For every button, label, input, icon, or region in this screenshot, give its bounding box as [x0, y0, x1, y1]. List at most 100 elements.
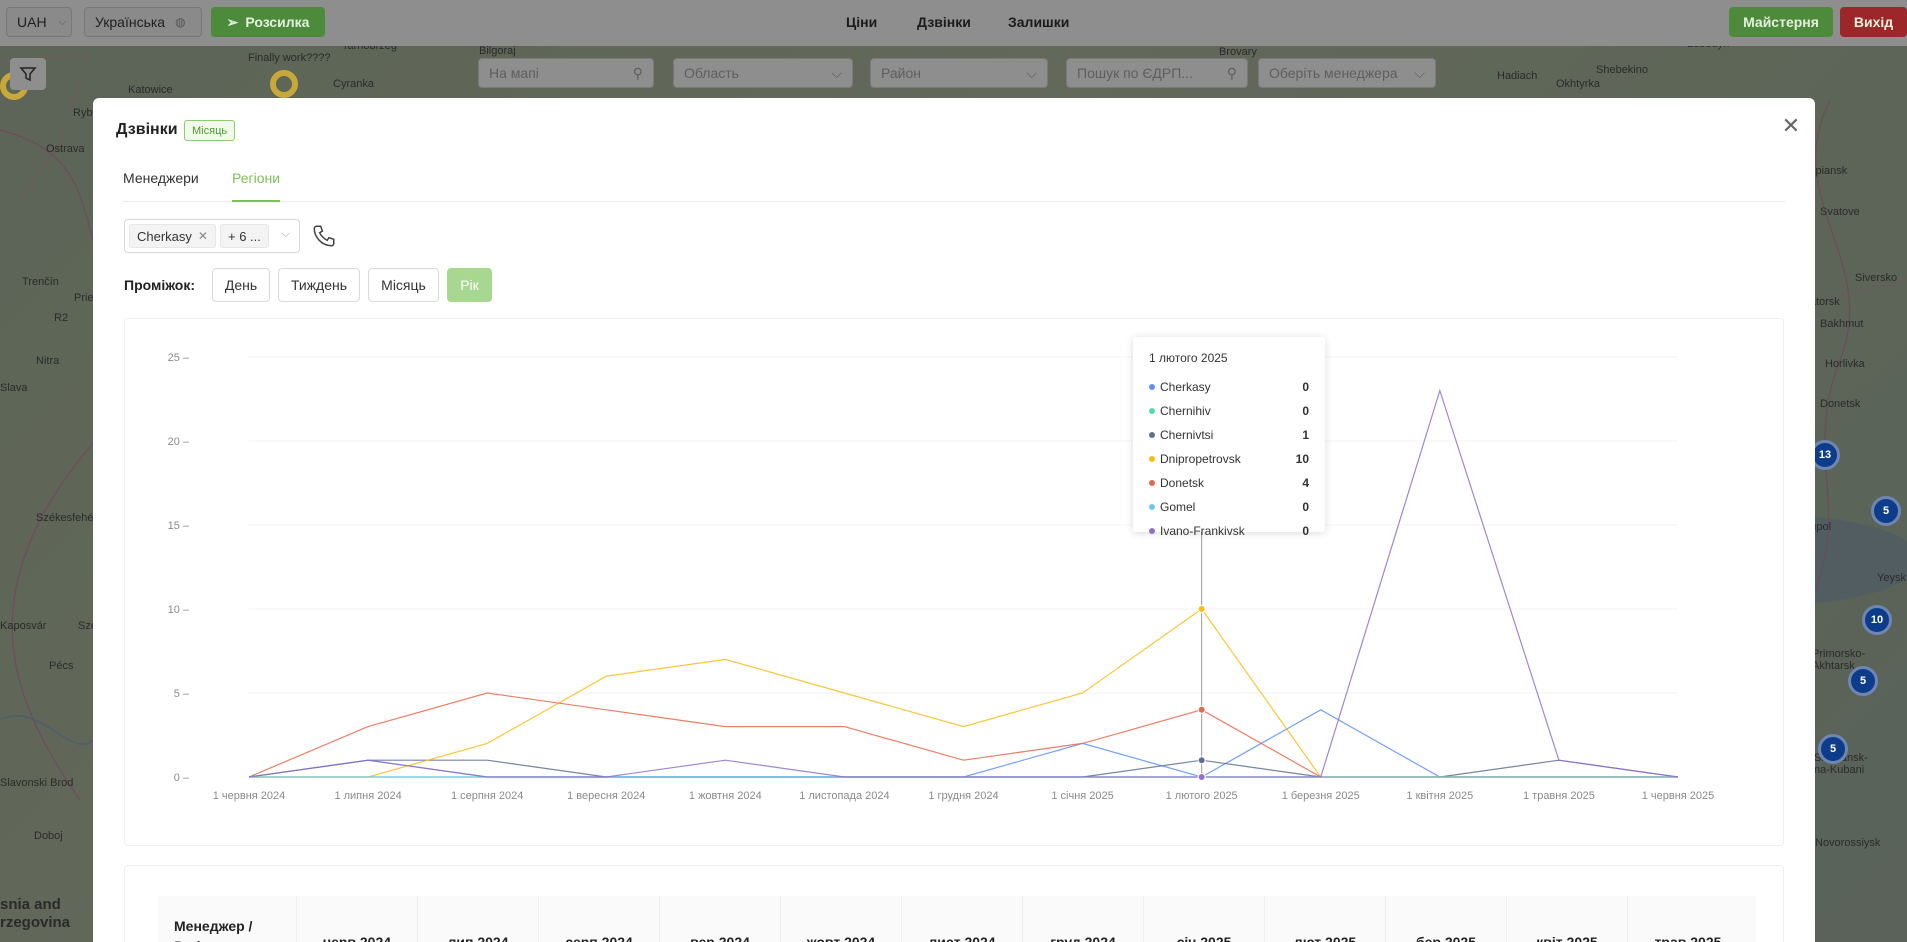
- tooltip-series-name: Dnipropetrovsk: [1160, 452, 1241, 466]
- chevron-down-icon: ⌵: [831, 64, 842, 81]
- legend-dot-icon: [1149, 504, 1155, 510]
- map-place-label: Sze: [78, 620, 97, 632]
- modal-title: Дзвінки: [116, 121, 178, 138]
- manager-filter-placeholder: Оберіть менеджера: [1269, 65, 1398, 81]
- x-tick-label: 1 липня 2024: [334, 790, 401, 802]
- x-tick-label: 1 грудня 2024: [928, 790, 998, 802]
- table-header-month[interactable]: січ 2025: [1143, 896, 1264, 942]
- y-tick-label: 0 –: [174, 772, 190, 784]
- globe-icon: ◍: [175, 15, 186, 29]
- series-line-ivano-frankivsk: [248, 388, 1679, 778]
- map-cluster-marker[interactable]: 5: [1818, 734, 1848, 764]
- tooltip-point-chernivtsi: [1197, 756, 1206, 765]
- table-header-month[interactable]: лип 2024: [417, 896, 538, 942]
- tooltip-row: Ivano-Frankivsk 0: [1149, 519, 1309, 543]
- region-filter-select[interactable]: Область ⌵: [673, 58, 853, 88]
- edrpou-search-input[interactable]: Пошук по ЄДРП... ⚲: [1066, 58, 1248, 88]
- table-header-month[interactable]: вер 2024: [659, 896, 780, 942]
- map-place-label: Bakhmut: [1820, 318, 1864, 330]
- chevron-down-icon: ⌵: [1414, 64, 1425, 81]
- table-header-month[interactable]: бер 2025: [1385, 896, 1506, 942]
- table-header-month[interactable]: груд 2024: [1022, 896, 1143, 942]
- chevron-down-icon: ⌵: [281, 228, 290, 240]
- manager-filter-select[interactable]: Оберіть менеджера ⌵: [1258, 58, 1436, 88]
- map-place-label: Shebekino: [1596, 64, 1648, 76]
- tooltip-title: 1 лютого 2025: [1149, 351, 1228, 365]
- period-month-button[interactable]: Місяць: [368, 268, 439, 302]
- tooltip-series-name: Donetsk: [1160, 476, 1205, 490]
- tooltip-series-name: Chernihiv: [1160, 404, 1211, 418]
- logout-button[interactable]: Вихід: [1840, 7, 1907, 37]
- map-cluster-marker[interactable]: 5: [1871, 496, 1901, 526]
- broadcast-label: Розсилка: [245, 14, 310, 30]
- period-week-button[interactable]: Тиждень: [278, 268, 360, 302]
- map-place-label: Brovary: [1219, 46, 1257, 58]
- map-cluster-marker[interactable]: 13: [1810, 440, 1840, 470]
- nav-calls[interactable]: Дзвінки: [917, 14, 971, 30]
- map-place-label: Slavonski Brod: [0, 777, 74, 789]
- tooltip-series-value: 1: [1302, 428, 1309, 442]
- table-header-month[interactable]: квіт 2025: [1506, 896, 1627, 942]
- period-day-button[interactable]: День: [212, 268, 270, 302]
- table-header-month[interactable]: лют 2025: [1264, 896, 1385, 942]
- map-place-label: Novorossiysk: [1815, 837, 1881, 849]
- legend-dot-icon: [1149, 456, 1155, 462]
- map-marker-ring[interactable]: [270, 70, 298, 98]
- calls-line-chart[interactable]: 0 – 5 – 10 – 15 – 20 – 25 – 1 червня 2024 1 лип…: [125, 319, 1785, 847]
- tab-regions[interactable]: Регіони: [232, 170, 281, 202]
- currency-select[interactable]: UAH ⌵: [6, 7, 72, 37]
- legend-dot-icon: [1149, 408, 1155, 414]
- nav-prices[interactable]: Ціни: [846, 14, 878, 30]
- currency-value: UAH: [17, 14, 47, 30]
- map-place-label: Pécs: [49, 660, 74, 672]
- region-multiselect[interactable]: Cherkasy ✕ + 6 ... ⌵: [124, 219, 300, 253]
- tooltip-row: Donetsk 4: [1149, 471, 1309, 495]
- broadcast-button[interactable]: ➢ Розсилка: [211, 7, 325, 37]
- table-header-month[interactable]: трав 2025: [1627, 896, 1748, 942]
- filter-button[interactable]: [10, 58, 46, 90]
- phone-icon[interactable]: [311, 223, 337, 249]
- nav-stock[interactable]: Залишки: [1008, 14, 1070, 30]
- calls-modal: Дзвінки Місяць ✕ Менеджери Регіони Cherk…: [93, 98, 1815, 942]
- map-place-label: Yeysk: [1877, 572, 1906, 584]
- tooltip-series-value: 0: [1302, 524, 1309, 538]
- region-tag: Cherkasy ✕: [129, 224, 216, 248]
- chart-card: 0 – 5 – 10 – 15 – 20 – 25 – 1 червня 2024 1 лип…: [124, 318, 1784, 846]
- tooltip-series-value: 0: [1302, 404, 1309, 418]
- tab-managers[interactable]: Менеджери: [123, 170, 199, 186]
- legend-dot-icon: [1149, 384, 1155, 390]
- table-header-month[interactable]: серп 2024: [538, 896, 659, 942]
- tooltip-series-name: Cherkasy: [1160, 380, 1211, 394]
- table-header-first: Менеджер / Регіон: [174, 918, 253, 942]
- district-filter-select[interactable]: Район ⌵: [870, 58, 1048, 88]
- tooltip-row: Dnipropetrovsk 10: [1149, 447, 1309, 471]
- x-tick-label: 1 травня 2025: [1523, 790, 1595, 802]
- tooltip-series-value: 0: [1302, 380, 1309, 394]
- map-place-label: Nitra: [36, 355, 60, 367]
- remove-tag-icon[interactable]: ✕: [197, 229, 208, 243]
- map-place-label: Trenčín: [22, 276, 59, 288]
- map-place-label: Slava: [0, 382, 28, 394]
- tooltip-series-name: Ivano-Frankivsk: [1160, 524, 1245, 538]
- chart-tooltip: 1 лютого 2025 Cherkasy 0 Chernihiv 0 Cherniv…: [1133, 337, 1325, 538]
- close-icon[interactable]: ✕: [1781, 113, 1801, 138]
- tooltip-series-value: 0: [1302, 500, 1309, 514]
- table-header-month[interactable]: лист 2024: [901, 896, 1022, 942]
- period-year-button[interactable]: Рік: [447, 268, 492, 302]
- table-header-month[interactable]: жовт 2024: [780, 896, 901, 942]
- x-tick-label: 1 лютого 2025: [1166, 790, 1238, 802]
- map-search-input[interactable]: На мапі ⚲: [478, 58, 654, 88]
- table-header-month[interactable]: черв 2024: [296, 896, 417, 942]
- y-tick-label: 10 –: [168, 604, 190, 616]
- y-tick-label: 25 –: [168, 352, 190, 364]
- language-select[interactable]: Українська ◍: [84, 7, 202, 37]
- workshop-button[interactable]: Майстерня: [1729, 7, 1833, 37]
- map-cluster-marker[interactable]: 5: [1848, 666, 1878, 696]
- language-value: Українська: [95, 14, 166, 30]
- tooltip-series-name: Gomel: [1160, 500, 1196, 514]
- map-place-label: Finally work????: [248, 52, 331, 64]
- tooltip-row: Gomel 0: [1149, 495, 1309, 519]
- map-cluster-marker[interactable]: 10: [1862, 605, 1892, 635]
